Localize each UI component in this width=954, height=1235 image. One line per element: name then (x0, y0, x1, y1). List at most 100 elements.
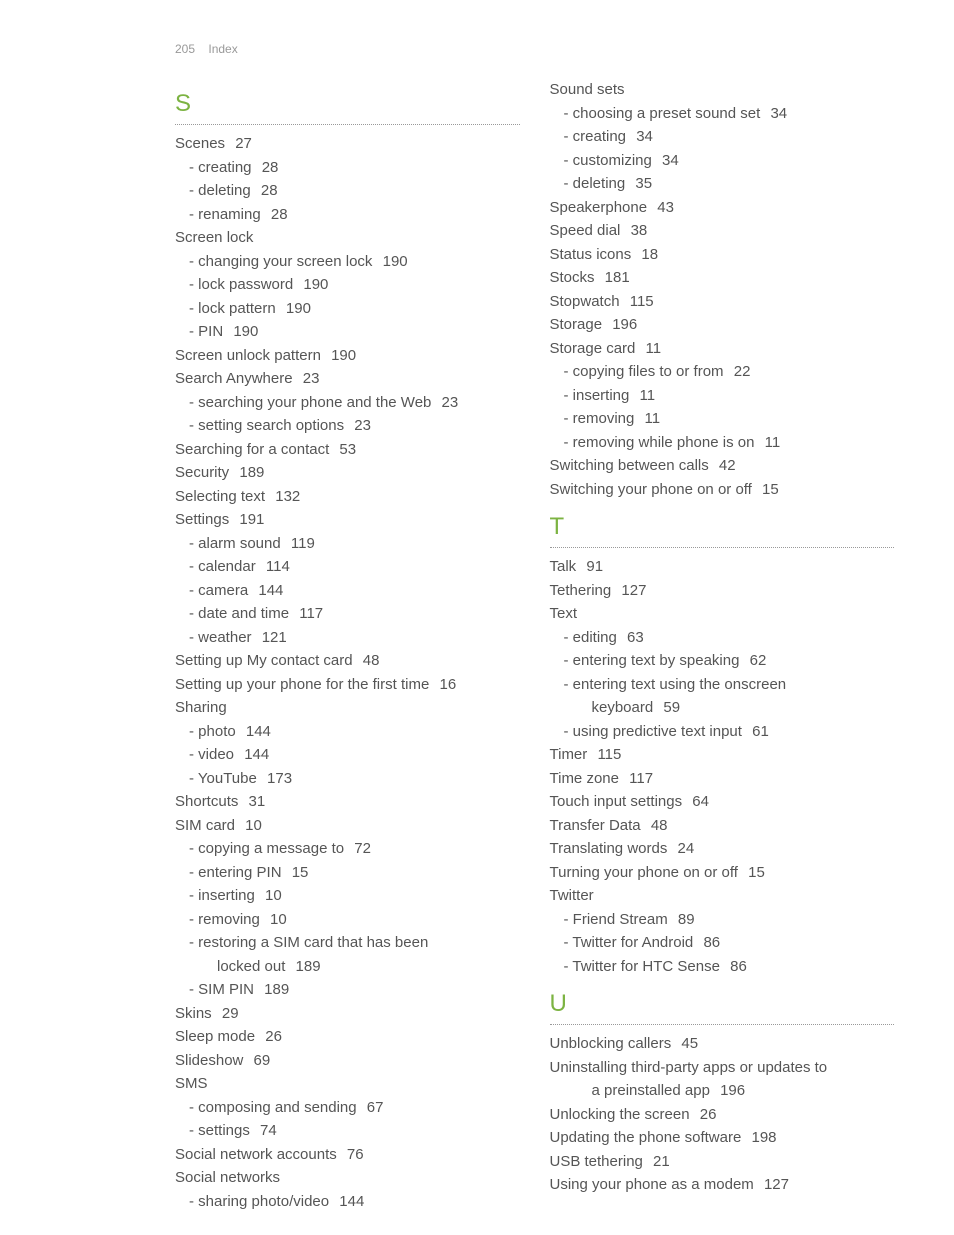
index-entry[interactable]: - removing while phone is on 11 (550, 432, 895, 455)
index-entry[interactable]: Touch input settings 64 (550, 791, 895, 814)
entry-page: 22 (730, 363, 751, 380)
index-entry[interactable]: Sound sets (550, 79, 895, 102)
index-entry[interactable]: Unlocking the screen 26 (550, 1104, 895, 1127)
index-entry[interactable]: Settings 191 (175, 509, 520, 532)
index-entry[interactable]: - renaming 28 (175, 204, 520, 227)
index-entry[interactable]: Speakerphone 43 (550, 197, 895, 220)
index-entry[interactable]: Time zone 117 (550, 768, 895, 791)
entry-text: Storage card (550, 340, 636, 357)
index-entry[interactable]: Timer 115 (550, 744, 895, 767)
index-entry[interactable]: Setting up My contact card 48 (175, 650, 520, 673)
index-entry[interactable]: - lock password 190 (175, 274, 520, 297)
entry-text: - restoring a SIM card that has been (189, 934, 428, 951)
index-entry[interactable]: - weather 121 (175, 627, 520, 650)
index-entry[interactable]: Twitter (550, 885, 895, 908)
index-entry[interactable]: - Twitter for Android 86 (550, 932, 895, 955)
entry-text: Social networks (175, 1169, 280, 1186)
index-entry[interactable]: - restoring a SIM card that has been (175, 932, 520, 955)
index-entry[interactable]: Sharing (175, 697, 520, 720)
index-entry[interactable]: - YouTube 173 (175, 768, 520, 791)
index-entry[interactable]: Scenes 27 (175, 133, 520, 156)
index-entry[interactable]: - camera 144 (175, 580, 520, 603)
index-entry[interactable]: - creating 34 (550, 126, 895, 149)
entry-text: Search Anywhere (175, 370, 293, 387)
index-entry[interactable]: Tethering 127 (550, 580, 895, 603)
index-entry[interactable]: Social networks (175, 1167, 520, 1190)
index-entry[interactable]: - entering text using the onscreen (550, 674, 895, 697)
index-entry[interactable]: Stopwatch 115 (550, 291, 895, 314)
index-entry[interactable]: Text (550, 603, 895, 626)
index-entry[interactable]: - calendar 114 (175, 556, 520, 579)
index-entry[interactable]: - date and time 117 (175, 603, 520, 626)
index-entry[interactable]: Talk 91 (550, 556, 895, 579)
index-entry[interactable]: - choosing a preset sound set 34 (550, 103, 895, 126)
index-entry[interactable]: - composing and sending 67 (175, 1097, 520, 1120)
entry-page: 24 (673, 840, 694, 857)
index-entry[interactable]: Skins 29 (175, 1003, 520, 1026)
index-entry[interactable]: - lock pattern 190 (175, 298, 520, 321)
index-entry[interactable]: Speed dial 38 (550, 220, 895, 243)
index-entry[interactable]: Searching for a contact 53 (175, 439, 520, 462)
index-entry[interactable]: Slideshow 69 (175, 1050, 520, 1073)
index-entry[interactable]: Screen lock (175, 227, 520, 250)
index-entry[interactable]: Switching your phone on or off 15 (550, 479, 895, 502)
index-entry[interactable]: - deleting 28 (175, 180, 520, 203)
index-entry[interactable]: - inserting 10 (175, 885, 520, 908)
index-entry[interactable]: Status icons 18 (550, 244, 895, 267)
entry-page: 190 (327, 347, 356, 364)
index-entry[interactable]: - setting search options 23 (175, 415, 520, 438)
index-entry[interactable]: Storage 196 (550, 314, 895, 337)
index-entry[interactable]: Shortcuts 31 (175, 791, 520, 814)
index-entry[interactable]: - Friend Stream 89 (550, 909, 895, 932)
index-entry[interactable]: USB tethering 21 (550, 1151, 895, 1174)
index-entry[interactable]: Selecting text 132 (175, 486, 520, 509)
entry-text: - Friend Stream (564, 911, 668, 928)
index-entry[interactable]: - PIN 190 (175, 321, 520, 344)
index-entry[interactable]: - searching your phone and the Web 23 (175, 392, 520, 415)
index-entry[interactable]: Setting up your phone for the first time… (175, 674, 520, 697)
index-entry[interactable]: - removing 10 (175, 909, 520, 932)
index-entry[interactable]: - video 144 (175, 744, 520, 767)
index-entry[interactable]: - editing 63 (550, 627, 895, 650)
index-entry[interactable]: Storage card 11 (550, 338, 895, 361)
index-entry[interactable]: SIM card 10 (175, 815, 520, 838)
index-entry[interactable]: Stocks 181 (550, 267, 895, 290)
index-entry[interactable]: - deleting 35 (550, 173, 895, 196)
index-entry[interactable]: locked out 189 (175, 956, 520, 979)
index-entry[interactable]: - using predictive text input 61 (550, 721, 895, 744)
index-entry[interactable]: SMS (175, 1073, 520, 1096)
index-entry[interactable]: keyboard 59 (550, 697, 895, 720)
index-entry[interactable]: Turning your phone on or off 15 (550, 862, 895, 885)
index-entry[interactable]: Transfer Data 48 (550, 815, 895, 838)
index-entry[interactable]: a preinstalled app 196 (550, 1080, 895, 1103)
entry-page: 144 (335, 1193, 364, 1210)
index-entry[interactable]: - settings 74 (175, 1120, 520, 1143)
index-entry[interactable]: Updating the phone software 198 (550, 1127, 895, 1150)
index-entry[interactable]: - sharing photo/video 144 (175, 1191, 520, 1214)
index-entry[interactable]: - changing your screen lock 190 (175, 251, 520, 274)
index-entry[interactable]: Unblocking callers 45 (550, 1033, 895, 1056)
index-entry[interactable]: Switching between calls 42 (550, 455, 895, 478)
entry-page: 28 (267, 206, 288, 223)
index-entry[interactable]: - entering PIN 15 (175, 862, 520, 885)
index-entry[interactable]: - removing 11 (550, 408, 895, 431)
index-entry[interactable]: - inserting 11 (550, 385, 895, 408)
index-entry[interactable]: Translating words 24 (550, 838, 895, 861)
index-entry[interactable]: Sleep mode 26 (175, 1026, 520, 1049)
index-entry[interactable]: Security 189 (175, 462, 520, 485)
index-entry[interactable]: - Twitter for HTC Sense 86 (550, 956, 895, 979)
index-entry[interactable]: Social network accounts 76 (175, 1144, 520, 1167)
index-entry[interactable]: - copying a message to 72 (175, 838, 520, 861)
index-entry[interactable]: Search Anywhere 23 (175, 368, 520, 391)
index-entry[interactable]: - entering text by speaking 62 (550, 650, 895, 673)
index-entry[interactable]: - photo 144 (175, 721, 520, 744)
index-entry[interactable]: Using your phone as a modem 127 (550, 1174, 895, 1197)
entry-page: 38 (626, 222, 647, 239)
index-entry[interactable]: - SIM PIN 189 (175, 979, 520, 1002)
index-entry[interactable]: - customizing 34 (550, 150, 895, 173)
index-entry[interactable]: - copying files to or from 22 (550, 361, 895, 384)
index-entry[interactable]: - alarm sound 119 (175, 533, 520, 556)
index-entry[interactable]: Screen unlock pattern 190 (175, 345, 520, 368)
index-entry[interactable]: Uninstalling third-party apps or updates… (550, 1057, 895, 1080)
index-entry[interactable]: - creating 28 (175, 157, 520, 180)
